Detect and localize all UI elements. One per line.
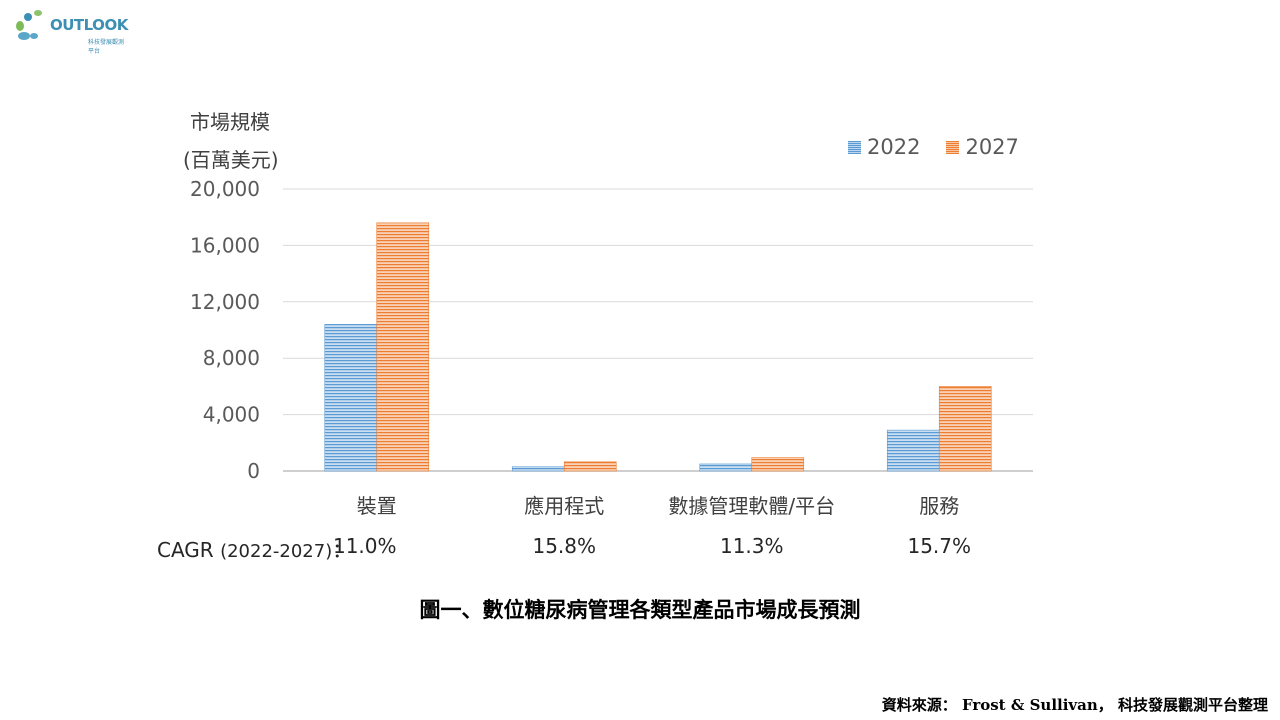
cagr-value: 15.7% [907, 534, 972, 558]
legend-label-2022: 2022 [867, 135, 921, 159]
source-note: 資料來源： Frost & Sullivan， 科技發展觀測平台整理 [881, 696, 1268, 714]
x-category-label: 裝置 [357, 494, 397, 518]
bar-2027-2 [751, 457, 805, 472]
figure-caption: 圖一、數位糖尿病管理各類型產品市場成長預測 [419, 598, 861, 622]
logo-subtitle: 科技發展觀測平台 [88, 39, 125, 55]
bar-2027-1 [563, 461, 617, 472]
y-tick-label: 20,000 [190, 177, 260, 201]
legend-swatch-2027 [946, 140, 960, 154]
cagr-separator: ： [332, 538, 353, 562]
legend-item-2022: 2022 [848, 135, 920, 159]
cagr-value: 11.0% [332, 534, 397, 558]
y-axis-label-line1: 市場規模 [190, 110, 270, 134]
legend-item-2027: 2027 [946, 135, 1019, 159]
cagr-range: (2022-2027) [220, 541, 333, 562]
logo-text: OUTLOOK [50, 16, 128, 34]
x-category-label: 數據管理軟體/平台 [668, 494, 835, 518]
y-tick-label: 16,000 [190, 233, 260, 257]
bar-2022-3 [886, 429, 940, 472]
cagr-value: 11.3% [719, 534, 784, 558]
chart-legend: 2022 2027 [848, 135, 1045, 159]
logo-mark-icon [16, 10, 42, 40]
bar-2027-0 [376, 222, 430, 472]
cagr-text: CAGR [157, 538, 214, 562]
y-tick-label: 0 [247, 459, 260, 483]
outlook-logo: OUTLOOK 科技發展觀測平台 [14, 6, 128, 55]
legend-label-2027: 2027 [965, 135, 1019, 159]
y-tick-label: 12,000 [190, 290, 260, 314]
cagr-row-label: CAGR (2022-2027)： [157, 534, 352, 563]
bar-2022-1 [511, 466, 565, 472]
bar-2022-2 [699, 463, 753, 472]
y-tick-label: 8,000 [203, 346, 260, 370]
y-axis-label-line2: (百萬美元) [183, 148, 279, 172]
bar-2022-0 [324, 324, 378, 472]
bar-2027-3 [938, 386, 992, 472]
cagr-value: 15.8% [532, 534, 597, 558]
x-category-label: 應用程式 [524, 494, 604, 518]
y-tick-label: 4,000 [203, 403, 260, 427]
legend-swatch-2022 [848, 140, 861, 154]
x-category-label: 服務 [919, 494, 959, 518]
